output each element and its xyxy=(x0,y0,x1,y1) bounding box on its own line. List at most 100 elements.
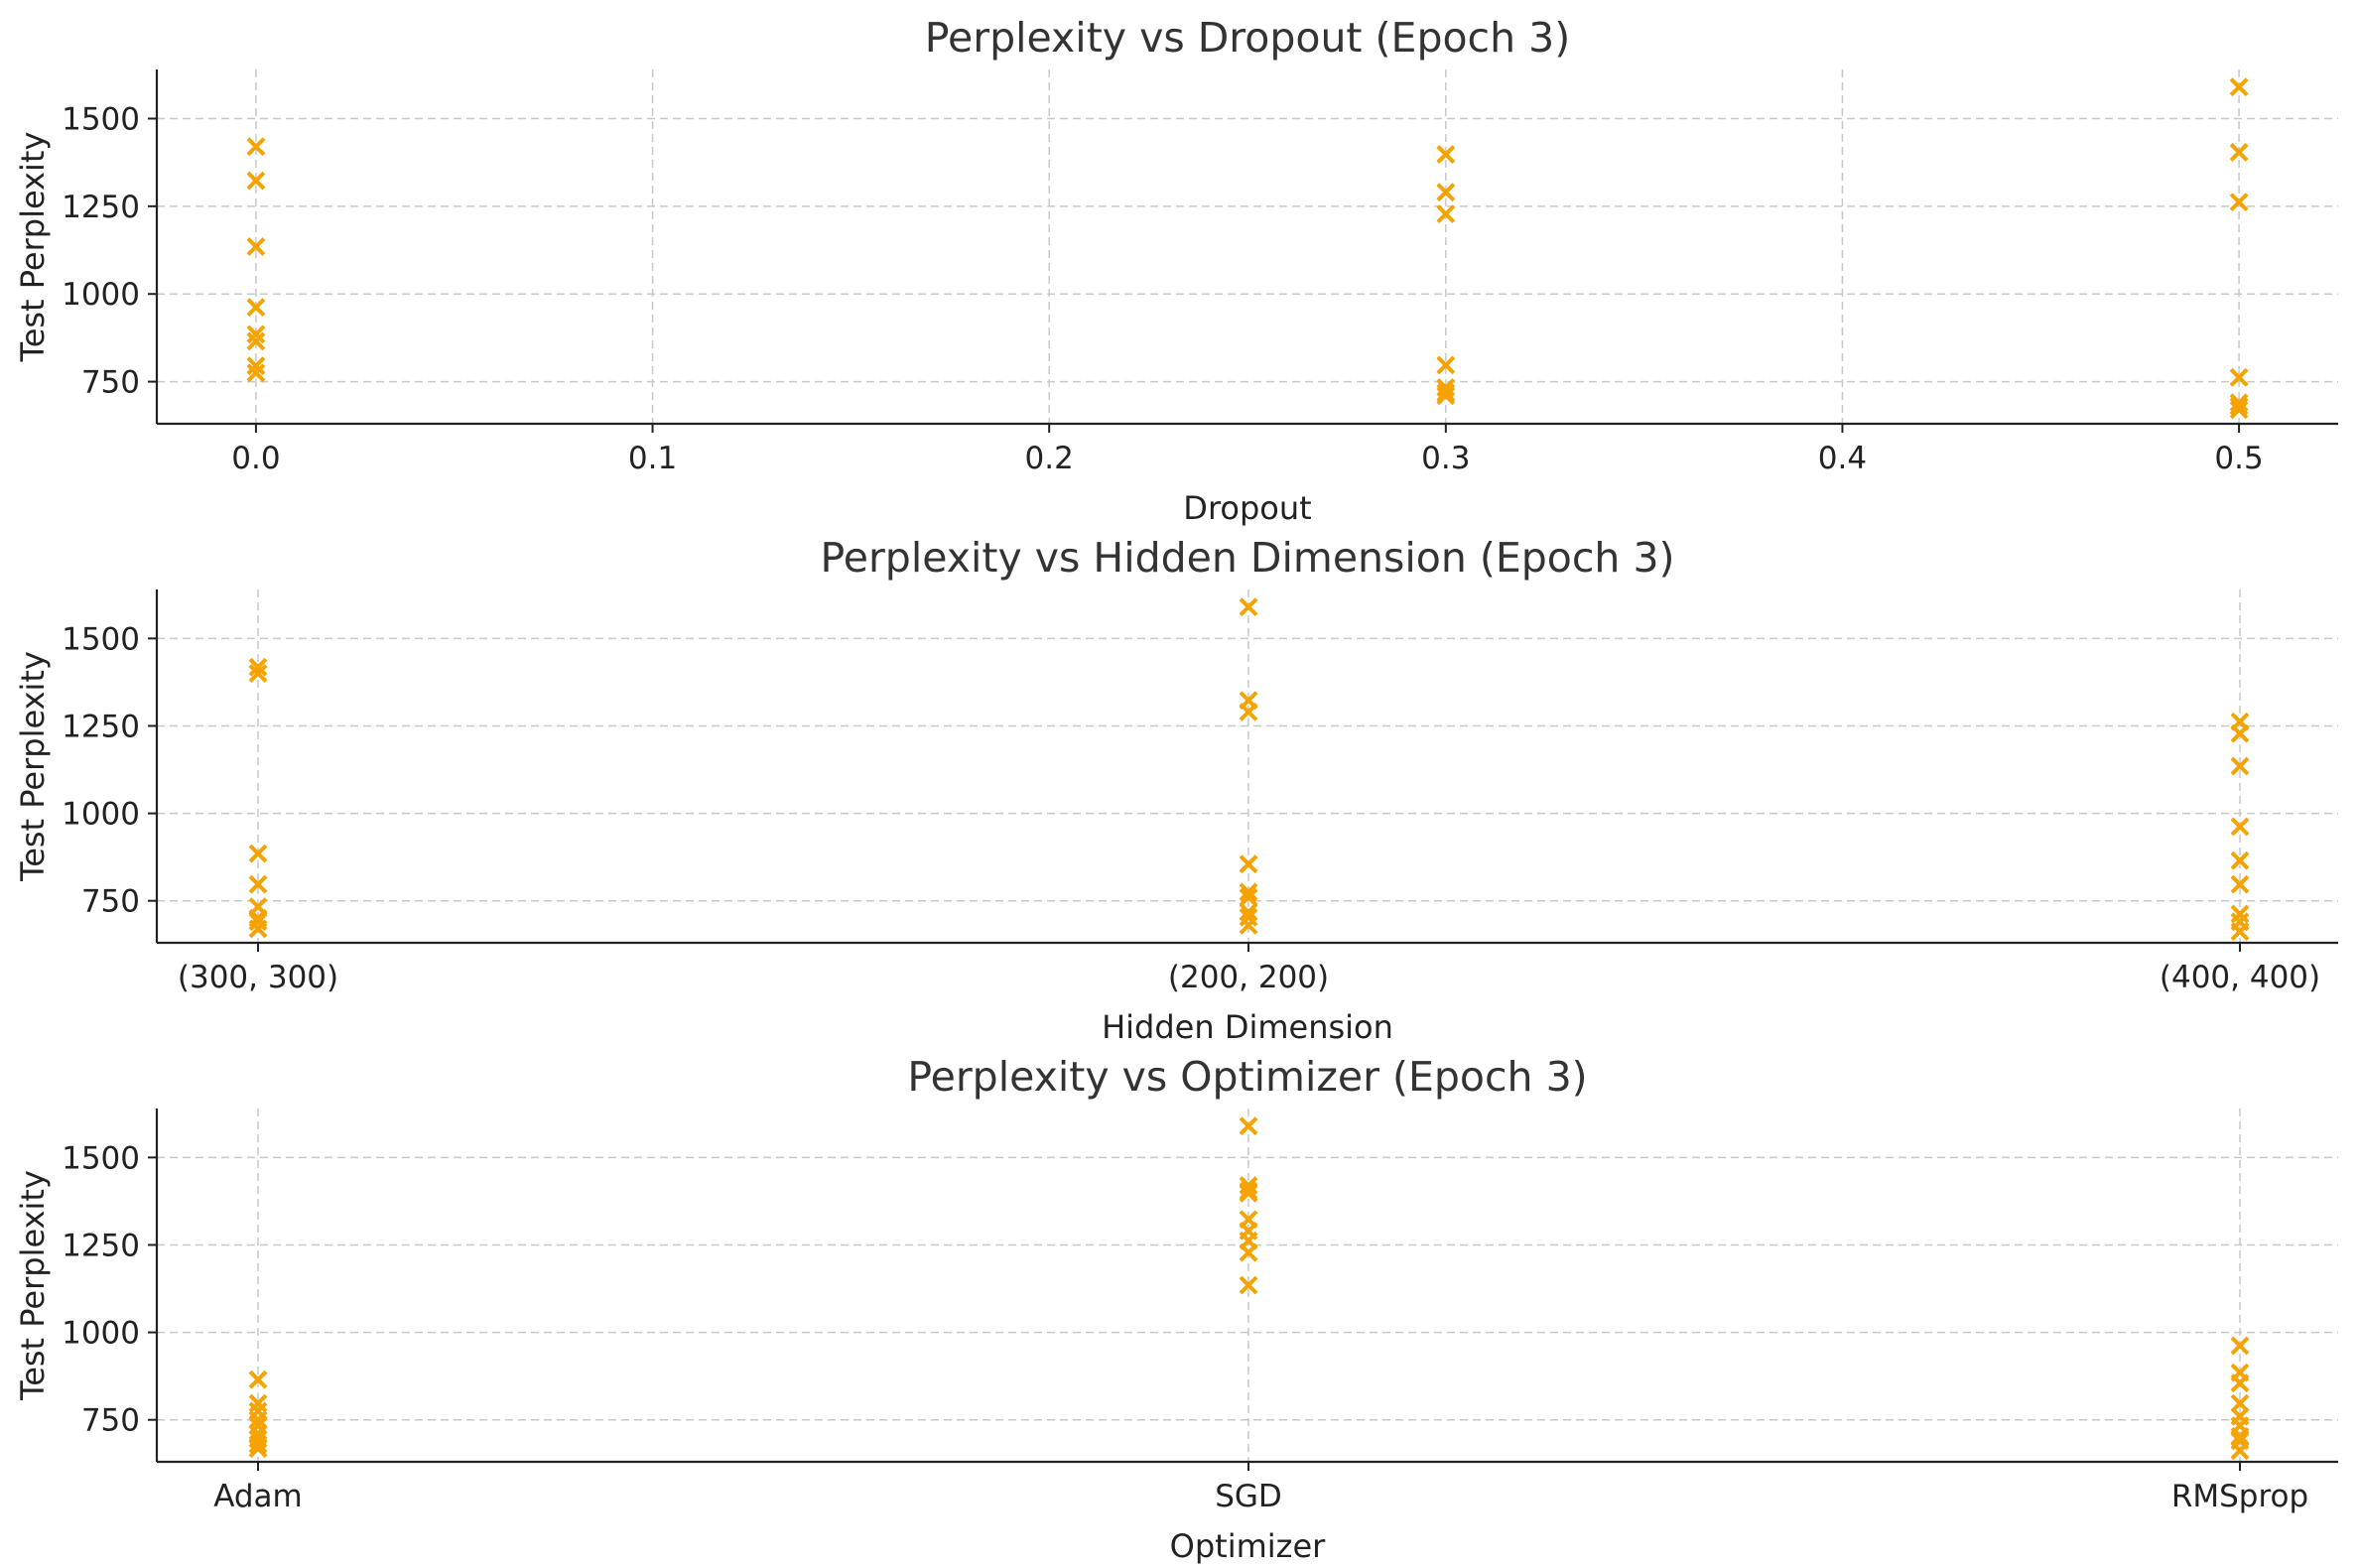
data-point xyxy=(248,912,268,932)
data-point xyxy=(248,1410,268,1430)
data-point xyxy=(248,919,268,939)
data-point xyxy=(2229,193,2249,212)
data-point xyxy=(2229,393,2249,413)
x-tick-label: RMSprop xyxy=(2171,1479,2308,1514)
data-point xyxy=(1239,1116,1258,1136)
data-point-stroke-b xyxy=(2230,874,2250,894)
y-tick-label: 750 xyxy=(81,1403,140,1439)
data-points xyxy=(248,1116,2250,1461)
data-point xyxy=(248,1439,268,1459)
data-point-stroke-b xyxy=(248,874,268,894)
y-tick-label: 750 xyxy=(81,365,140,401)
data-point-stroke-b xyxy=(2230,817,2250,837)
data-point-stroke-b xyxy=(1239,882,1258,902)
data-point-stroke-b xyxy=(248,1393,268,1413)
data-point-stroke-b xyxy=(2229,396,2249,416)
data-point xyxy=(1239,887,1258,907)
data-point xyxy=(248,1434,268,1454)
data-point xyxy=(2229,143,2249,162)
data-point xyxy=(2230,1441,2250,1461)
data-point-stroke-b xyxy=(1436,386,1456,406)
y-tick-label: 1250 xyxy=(62,190,140,225)
data-point-stroke-b xyxy=(1239,702,1258,721)
data-point xyxy=(2230,723,2250,743)
y-tick-label: 1000 xyxy=(62,797,140,833)
data-point xyxy=(2230,1373,2250,1393)
data-point xyxy=(246,325,266,344)
grid-lines xyxy=(157,1109,2338,1462)
data-point-stroke-b xyxy=(2229,367,2249,387)
data-point-stroke-b xyxy=(246,331,266,351)
data-point xyxy=(246,171,266,191)
data-point-stroke-b xyxy=(248,912,268,932)
x-axis-label: Hidden Dimension xyxy=(1102,1008,1393,1046)
data-point xyxy=(1436,145,1456,164)
data-point xyxy=(1239,882,1258,902)
data-point xyxy=(2230,850,2250,870)
data-point-stroke-b xyxy=(1239,1242,1258,1262)
y-axis-label: Test Perplexity xyxy=(14,651,52,882)
x-tick-label: 0.3 xyxy=(1421,441,1470,476)
data-point xyxy=(246,363,266,383)
data-point xyxy=(2229,400,2249,420)
data-point-stroke-b xyxy=(2229,143,2249,162)
data-point-stroke-b xyxy=(1436,204,1456,224)
data-point-stroke-b xyxy=(246,356,266,376)
data-point-stroke-b xyxy=(1436,355,1456,375)
data-point xyxy=(2229,367,2249,387)
x-tick-label: (400, 400) xyxy=(2160,960,2320,995)
data-point xyxy=(1239,597,1258,617)
data-point xyxy=(246,298,266,318)
data-point-stroke-b xyxy=(2229,393,2249,413)
data-point-stroke-b xyxy=(1239,854,1258,874)
data-point xyxy=(248,844,268,863)
data-point xyxy=(1436,183,1456,202)
data-point xyxy=(2230,817,2250,837)
data-point-stroke-b xyxy=(1239,597,1258,617)
data-point-stroke-b xyxy=(2230,1426,2250,1446)
data-point-stroke-b xyxy=(2230,922,2250,942)
y-tick-label: 1000 xyxy=(62,277,140,313)
grid-lines xyxy=(157,69,2338,424)
chart-panel-2: (300, 300) (200, 200) (400, 400) 750 1000 125… xyxy=(14,534,2338,1046)
data-point-stroke-b xyxy=(2230,1441,2250,1461)
y-tick-label: 1500 xyxy=(62,1140,140,1176)
data-point xyxy=(2230,904,2250,924)
data-point-stroke-b xyxy=(2229,193,2249,212)
data-point-stroke-b xyxy=(1436,145,1456,164)
data-point-stroke-b xyxy=(2230,723,2250,743)
data-point xyxy=(246,237,266,256)
data-point-stroke-b xyxy=(1239,915,1258,935)
data-point-stroke-b xyxy=(248,844,268,863)
data-point-stroke-b xyxy=(2230,904,2250,924)
x-tick-label: (200, 200) xyxy=(1168,960,1329,995)
data-point-stroke-b xyxy=(246,137,266,157)
x-tick-label: 0.1 xyxy=(628,441,677,476)
x-axis-label: Optimizer xyxy=(1170,1527,1326,1565)
data-point-stroke-b xyxy=(2230,850,2250,870)
data-point-stroke-b xyxy=(2229,77,2249,97)
data-point-stroke-b xyxy=(248,1434,268,1454)
x-tick-label: Adam xyxy=(213,1479,303,1514)
data-point xyxy=(246,356,266,376)
data-point xyxy=(2230,922,2250,942)
chart-title: Perplexity vs Dropout (Epoch 3) xyxy=(925,14,1570,62)
data-point xyxy=(1239,1242,1258,1262)
data-point xyxy=(1239,854,1258,874)
x-tick-label: (300, 300) xyxy=(178,960,338,995)
data-point-stroke-b xyxy=(246,363,266,383)
data-point xyxy=(1436,355,1456,375)
data-point-stroke-b xyxy=(246,325,266,344)
data-point xyxy=(2230,1426,2250,1446)
data-point xyxy=(2229,396,2249,416)
y-axis-label: Test Perplexity xyxy=(14,1170,52,1401)
data-point xyxy=(1239,702,1258,721)
data-point xyxy=(248,664,268,684)
data-point xyxy=(248,874,268,894)
data-point-stroke-b xyxy=(246,298,266,318)
data-point-stroke-b xyxy=(2230,756,2250,776)
chart-panel-3: Adam SGD RMSprop 750 1000 1250 1500 Perplexity … xyxy=(14,1053,2338,1565)
data-point xyxy=(1239,1275,1258,1295)
data-points xyxy=(246,77,2249,420)
